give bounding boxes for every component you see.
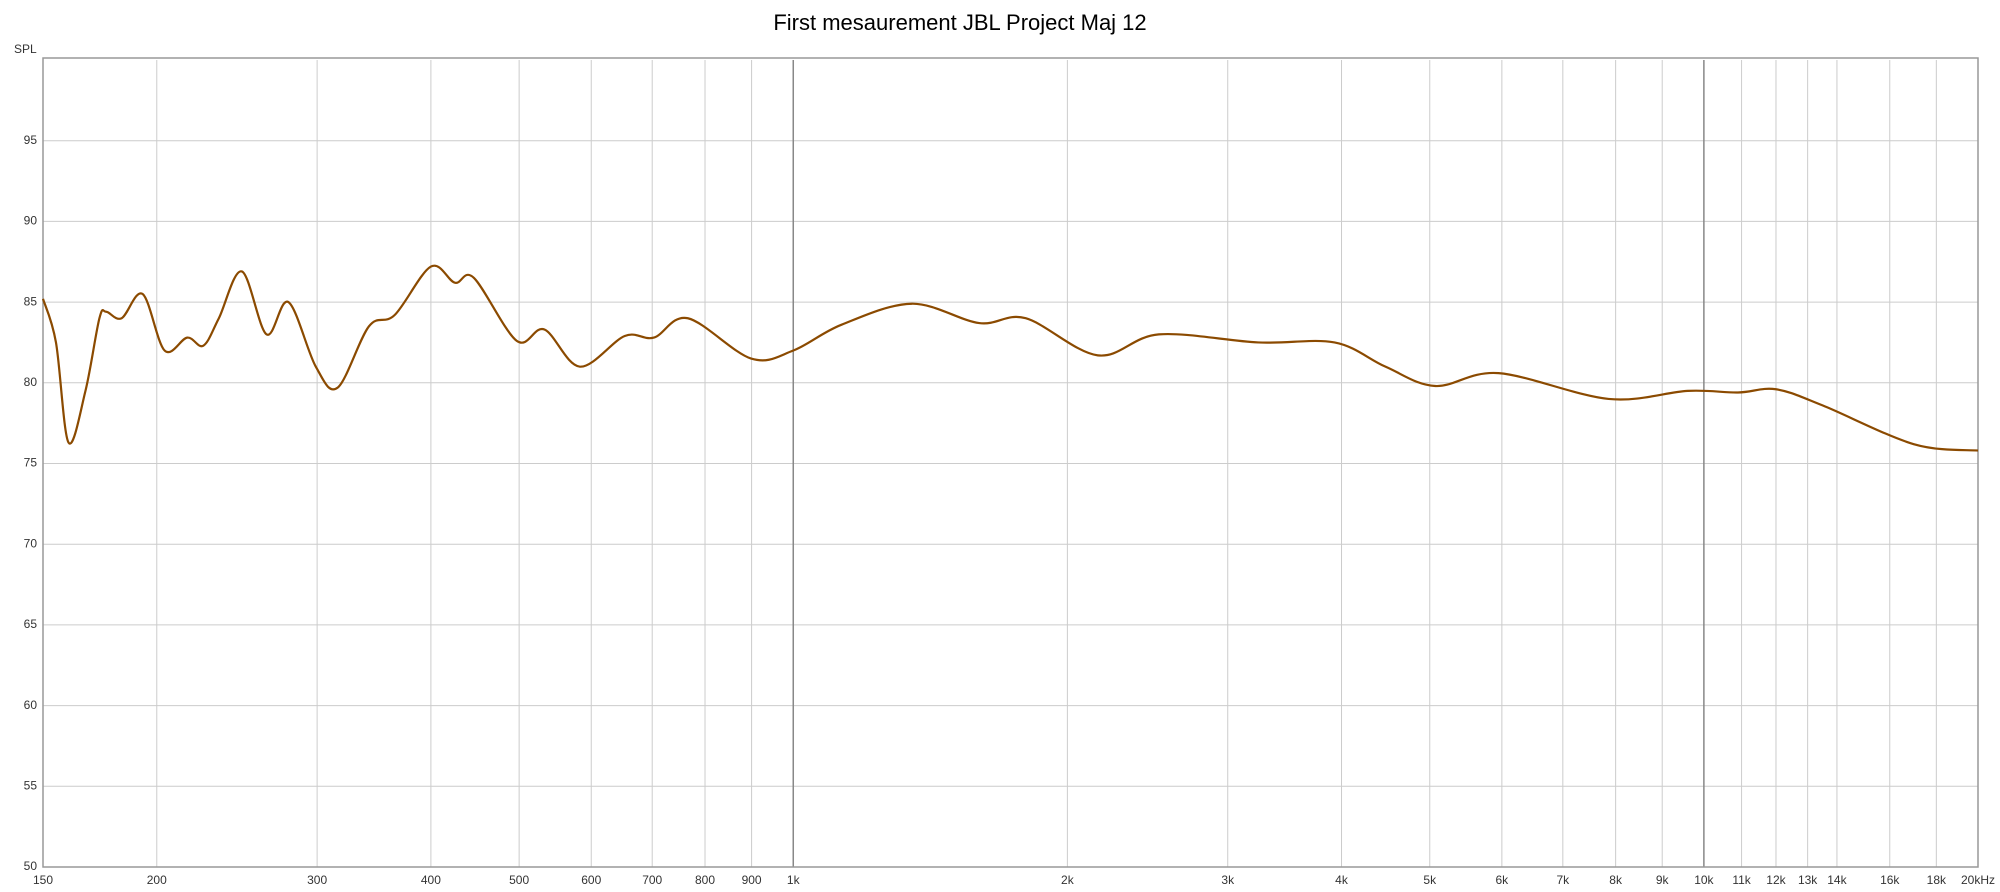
x-tick-label: 8k: [1609, 873, 1623, 887]
x-tick-label: 4k: [1335, 873, 1349, 887]
x-tick-label: 13k: [1798, 873, 1818, 887]
y-tick-label: 55: [24, 778, 38, 792]
x-tick-label: 2k: [1061, 873, 1075, 887]
x-tick-label: 12k: [1766, 873, 1786, 887]
x-tick-label: 150: [33, 873, 53, 887]
x-tick-label: 300: [307, 873, 327, 887]
y-tick-label: 60: [24, 698, 38, 712]
x-tick-label: 5k: [1423, 873, 1437, 887]
x-tick-label: 900: [742, 873, 762, 887]
x-tick-label: 1k: [787, 873, 801, 887]
x-tick-label: 9k: [1656, 873, 1670, 887]
x-tick-label: 16k: [1880, 873, 1900, 887]
y-tick-label: 70: [24, 536, 38, 550]
x-tick-label: 500: [509, 873, 529, 887]
x-tick-label: 700: [642, 873, 662, 887]
x-tick-label: 18k: [1927, 873, 1947, 887]
y-tick-label: 50: [24, 859, 38, 873]
x-tick-label: 6k: [1496, 873, 1510, 887]
x-tick-label: 20kHz: [1961, 873, 1995, 887]
x-tick-label: 10k: [1694, 873, 1714, 887]
x-tick-label: 7k: [1556, 873, 1570, 887]
x-tick-label: 400: [421, 873, 441, 887]
y-tick-label: 95: [24, 133, 38, 147]
y-tick-label: 90: [24, 214, 38, 228]
y-tick-label: 75: [24, 456, 38, 470]
y-tick-label: 80: [24, 375, 38, 389]
x-tick-label: 11k: [1732, 873, 1751, 887]
y-axis-label: SPL: [14, 42, 37, 56]
x-tick-label: 600: [581, 873, 601, 887]
x-tick-label: 800: [695, 873, 715, 887]
y-tick-label: 85: [24, 294, 38, 308]
response-line: [41, 264, 1979, 452]
x-tick-label: 14k: [1827, 873, 1847, 887]
x-tick-label: 200: [147, 873, 167, 887]
y-tick-label: 65: [24, 617, 38, 631]
chart-title: First mesaurement JBL Project Maj 12: [773, 10, 1146, 35]
x-tick-label: 3k: [1221, 873, 1235, 887]
plot-frame: [42, 57, 1979, 868]
